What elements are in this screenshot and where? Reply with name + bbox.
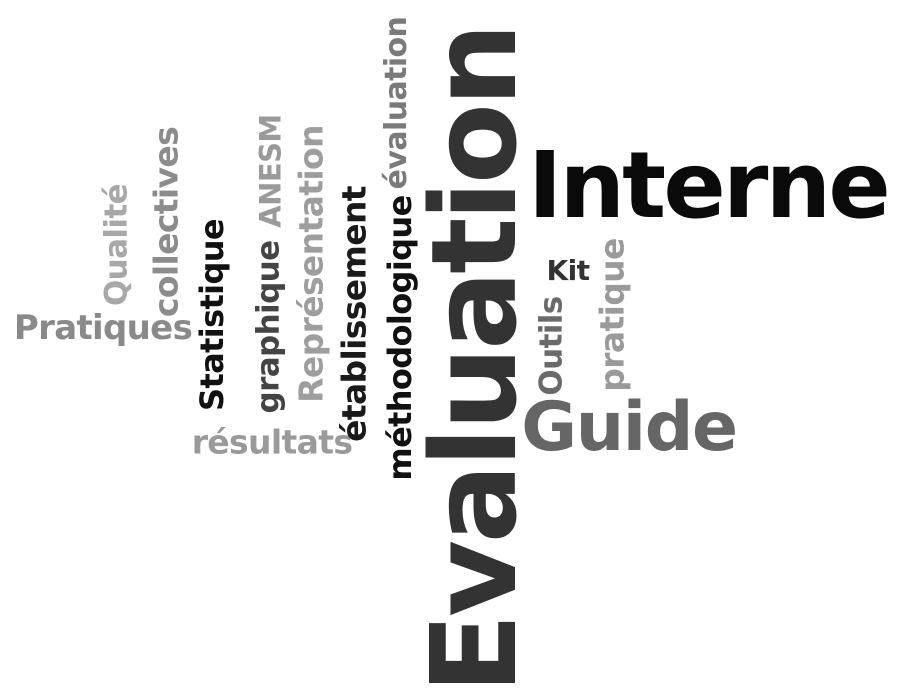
word-evaluation-small: évaluation xyxy=(379,16,414,190)
word-collectives: collectives xyxy=(146,126,186,318)
word-pratiques: Pratiques xyxy=(13,308,193,348)
word-anesm: ANESM xyxy=(253,114,288,228)
word-graphique: graphique xyxy=(250,240,287,414)
word-resultats: résultats xyxy=(191,422,353,462)
word-evaluation-main: Evaluation xyxy=(405,26,543,694)
word-methodologique: méthodologique xyxy=(381,195,419,481)
word-representation: Représentation xyxy=(291,125,331,403)
word-guide: Guide xyxy=(521,388,738,467)
word-statistique: Statistique xyxy=(193,219,231,411)
word-etablissement: établissement xyxy=(334,186,374,442)
word-kit: Kit xyxy=(546,254,591,287)
word-pratique: pratique xyxy=(592,238,632,392)
word-outils: Outils xyxy=(533,296,570,396)
word-interne: Interne xyxy=(527,132,891,239)
word-qualite: Qualité xyxy=(98,183,135,307)
